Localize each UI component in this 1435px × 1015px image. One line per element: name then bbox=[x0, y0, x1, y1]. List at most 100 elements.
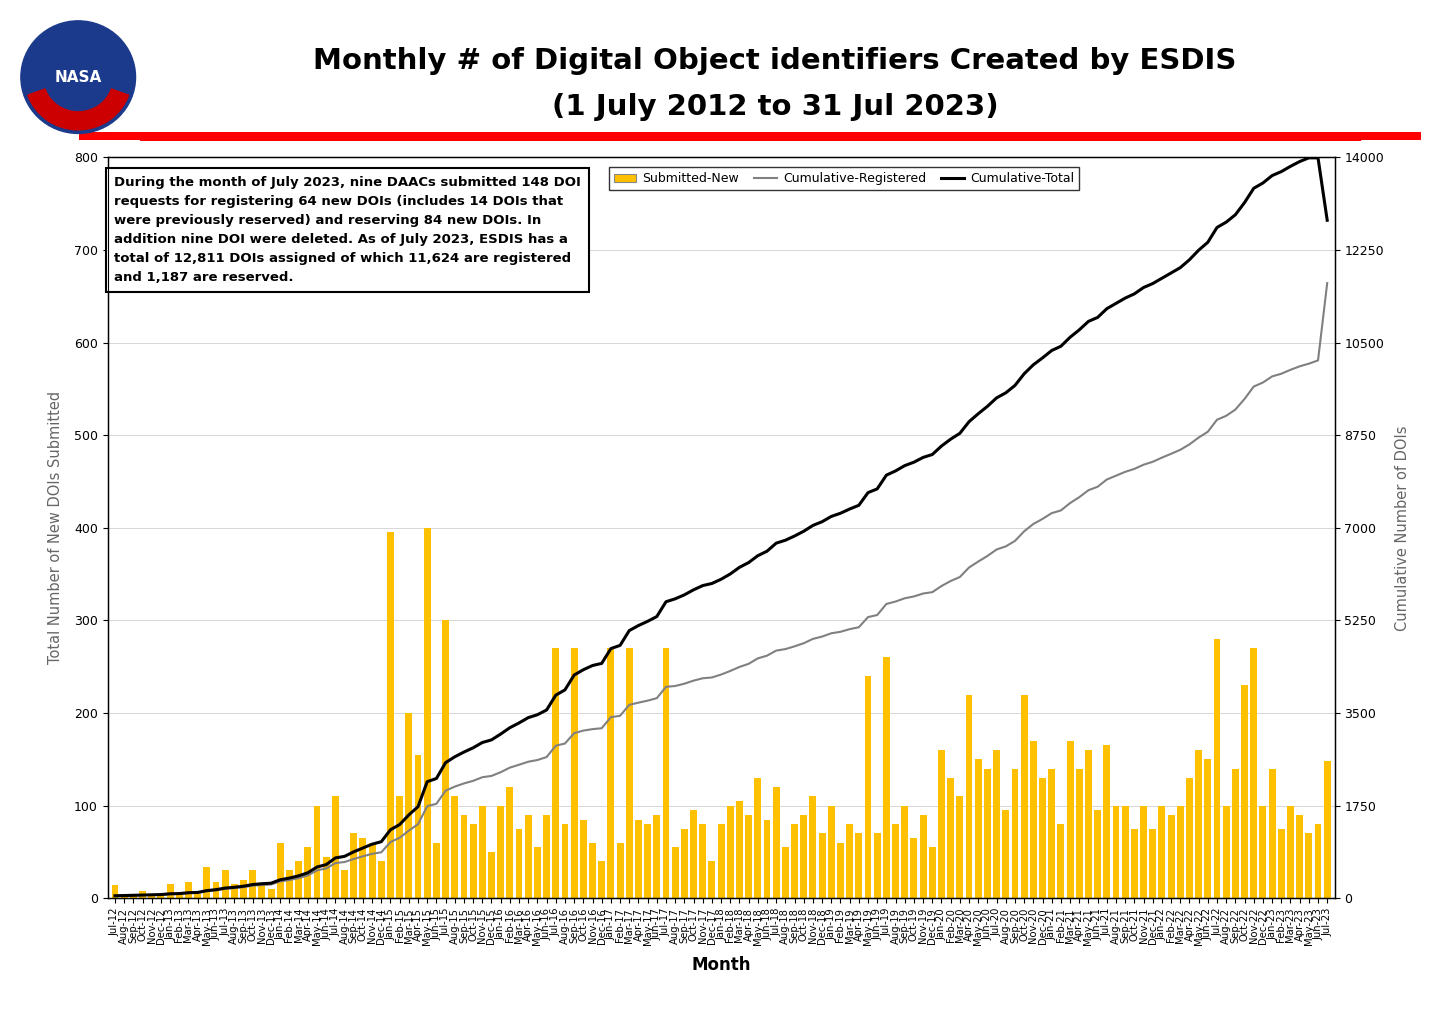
Bar bbox=[561, 824, 568, 898]
Bar bbox=[617, 842, 624, 898]
Text: (1 July 2012 to 31 Jul 2023): (1 July 2012 to 31 Jul 2023) bbox=[551, 92, 999, 121]
Bar bbox=[212, 882, 220, 898]
Bar bbox=[682, 829, 687, 898]
Bar bbox=[452, 797, 458, 898]
Bar bbox=[736, 801, 743, 898]
Bar bbox=[809, 797, 817, 898]
Bar bbox=[148, 894, 155, 898]
Bar bbox=[837, 842, 844, 898]
Bar bbox=[636, 819, 641, 898]
Text: Monthly # of Digital Object identifiers Created by ESDIS: Monthly # of Digital Object identifiers … bbox=[313, 47, 1237, 75]
Bar bbox=[1139, 806, 1147, 898]
Bar bbox=[377, 861, 385, 898]
Bar bbox=[1085, 750, 1092, 898]
Bar bbox=[893, 824, 898, 898]
Bar bbox=[663, 649, 670, 898]
Bar bbox=[314, 806, 320, 898]
Bar bbox=[1012, 768, 1019, 898]
Circle shape bbox=[22, 21, 135, 133]
Bar bbox=[296, 861, 303, 898]
Bar bbox=[204, 867, 211, 898]
Bar bbox=[387, 533, 395, 898]
Bar bbox=[653, 815, 660, 898]
Bar bbox=[772, 788, 779, 898]
X-axis label: Month: Month bbox=[692, 956, 751, 974]
Bar bbox=[1066, 741, 1073, 898]
Bar bbox=[423, 528, 430, 898]
Bar bbox=[1250, 649, 1257, 898]
Bar bbox=[745, 815, 752, 898]
Bar bbox=[185, 882, 192, 898]
Bar bbox=[304, 848, 311, 898]
Bar bbox=[515, 829, 522, 898]
Y-axis label: Cumulative Number of DOIs: Cumulative Number of DOIs bbox=[1395, 425, 1411, 630]
Bar bbox=[1306, 833, 1312, 898]
Bar bbox=[350, 833, 357, 898]
Bar bbox=[488, 852, 495, 898]
Bar bbox=[920, 815, 927, 898]
Bar bbox=[1158, 806, 1165, 898]
Bar bbox=[791, 824, 798, 898]
Bar bbox=[525, 815, 532, 898]
Bar bbox=[1214, 639, 1220, 898]
Bar bbox=[801, 815, 806, 898]
Bar bbox=[258, 884, 265, 898]
Bar bbox=[166, 884, 174, 898]
Bar bbox=[415, 755, 422, 898]
Bar bbox=[1020, 694, 1027, 898]
Bar bbox=[855, 833, 862, 898]
Bar bbox=[277, 842, 284, 898]
Text: NASA: NASA bbox=[55, 70, 102, 84]
Bar bbox=[1104, 745, 1111, 898]
Bar bbox=[139, 891, 146, 898]
Bar bbox=[782, 848, 789, 898]
Bar bbox=[699, 824, 706, 898]
Bar bbox=[1241, 685, 1248, 898]
Bar bbox=[984, 768, 990, 898]
Bar bbox=[323, 857, 330, 898]
Bar bbox=[1122, 806, 1128, 898]
Bar bbox=[938, 750, 944, 898]
Bar bbox=[974, 759, 982, 898]
Bar bbox=[1287, 806, 1294, 898]
Bar bbox=[177, 894, 182, 898]
Bar bbox=[910, 838, 917, 898]
Legend: Submitted-New, Cumulative-Registered, Cumulative-Total: Submitted-New, Cumulative-Registered, Cu… bbox=[608, 167, 1079, 190]
Bar bbox=[240, 880, 247, 898]
Bar bbox=[993, 750, 1000, 898]
Bar bbox=[194, 893, 201, 898]
Bar bbox=[369, 842, 376, 898]
Bar bbox=[1168, 815, 1174, 898]
Bar bbox=[461, 815, 468, 898]
Bar bbox=[1323, 761, 1330, 898]
Bar bbox=[1039, 777, 1046, 898]
Bar bbox=[396, 797, 403, 898]
Bar bbox=[469, 824, 476, 898]
Bar bbox=[158, 895, 165, 898]
Text: During the month of July 2023, nine DAACs submitted 148 DOI
requests for registe: During the month of July 2023, nine DAAC… bbox=[113, 176, 581, 284]
Bar bbox=[1149, 829, 1157, 898]
Bar bbox=[1314, 824, 1322, 898]
Bar bbox=[580, 819, 587, 898]
Bar bbox=[571, 649, 578, 898]
Bar bbox=[901, 806, 908, 898]
Bar bbox=[1195, 750, 1203, 898]
Bar bbox=[1030, 741, 1036, 898]
Bar bbox=[718, 824, 725, 898]
Bar bbox=[433, 842, 441, 898]
Bar bbox=[507, 788, 514, 898]
Bar bbox=[1093, 810, 1101, 898]
Bar bbox=[874, 833, 881, 898]
Bar bbox=[1048, 768, 1055, 898]
Bar bbox=[1277, 829, 1284, 898]
Bar bbox=[222, 871, 228, 898]
Bar bbox=[690, 810, 697, 898]
Bar bbox=[442, 620, 449, 898]
Bar bbox=[1177, 806, 1184, 898]
Bar bbox=[1112, 806, 1119, 898]
Bar bbox=[534, 848, 541, 898]
Bar bbox=[883, 658, 890, 898]
Bar bbox=[286, 871, 293, 898]
Bar bbox=[1076, 768, 1082, 898]
Y-axis label: Total Number of New DOIs Submitted: Total Number of New DOIs Submitted bbox=[47, 391, 63, 665]
